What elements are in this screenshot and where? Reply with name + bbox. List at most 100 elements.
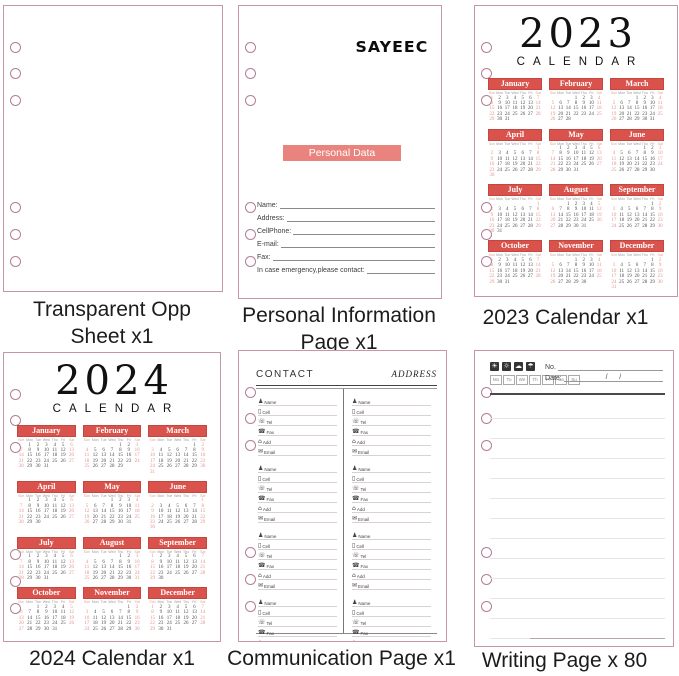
- binder-hole: [245, 256, 256, 267]
- day-cell: 16: [642, 106, 648, 112]
- fax-icon: ☎: [258, 629, 266, 636]
- day-cell: 28: [535, 274, 541, 280]
- day-header: Thu: [519, 253, 526, 258]
- day-cell: 15: [535, 156, 541, 162]
- address-icon: ⌂: [352, 572, 356, 579]
- day-header: Tue: [504, 91, 511, 95]
- contact-row: ♟ Name: [258, 463, 337, 473]
- day-cell: 29: [35, 626, 41, 632]
- month-grid: Sun Mon Tue Wed Thu Fri Sat 1 2 3 4 5 6 7 8 9 10 11 12 13 14…: [17, 600, 76, 632]
- month-title: June: [610, 128, 664, 141]
- day-cell: 29: [535, 223, 541, 229]
- day-cell: 9: [36, 503, 40, 509]
- day-cell: 10: [166, 559, 172, 565]
- contact-row-label: Add: [262, 440, 271, 445]
- contact-row-label: Tel: [266, 621, 273, 626]
- ruled-line: [490, 419, 665, 439]
- day-cell: 30: [489, 173, 495, 179]
- day-cell: 10: [657, 151, 663, 157]
- email-icon: ✉: [258, 448, 264, 455]
- day-cell: 22: [27, 570, 33, 576]
- day-cell: 9: [490, 212, 494, 218]
- day-cell: 10: [134, 447, 140, 453]
- day-cell: 26: [183, 570, 189, 576]
- day-cell: 21: [642, 218, 648, 224]
- day-cell: 30: [35, 464, 41, 470]
- contact-label: CONTACT: [256, 369, 315, 380]
- calendar-2024-page: 2024 CALENDAR January Sun Mon Tue Wed Thu Fri S…: [3, 352, 221, 642]
- day-header: Mon: [618, 141, 625, 146]
- day-header: Thu: [117, 493, 124, 498]
- day-cell: 20: [520, 162, 526, 168]
- day-header: Wed: [633, 141, 641, 146]
- month-june: June Sun Mon Tue Wed Thu Fri Sat 1 2 3 4 5 6 7 8 9 10 11 12…: [148, 480, 207, 531]
- day-header: Thu: [183, 493, 190, 498]
- contact-row: ⌂Add: [258, 436, 337, 446]
- contact-row: ☎ Fax: [352, 627, 431, 637]
- sun-cloud-icon: ☼: [502, 362, 511, 371]
- contact-row-label: Email: [358, 450, 370, 455]
- caption-calendar-2024: 2024 Calendar x1: [0, 645, 224, 672]
- day-cell: 3: [658, 146, 662, 152]
- day-header: Sat: [200, 600, 206, 605]
- day-cell: 1: [643, 146, 646, 152]
- month-december: December Sun Mon Tue Wed Thu Fri Sat 1 2 3 4 5 6 7 8 9 10…: [610, 240, 664, 290]
- day-header: Sat: [68, 549, 75, 554]
- day-cell: 12: [626, 268, 632, 274]
- day-cell: 23: [158, 570, 164, 576]
- day-header: Wed: [108, 549, 116, 554]
- contact-row: ☎ Fax: [258, 493, 337, 503]
- month-title: May: [82, 480, 142, 493]
- month-december: December Sun Mon Tue Wed Thu Fri Sat 1 2 3 4 5 6 7 8 9 10…: [148, 587, 207, 632]
- contact-row-label: Cell: [262, 544, 271, 549]
- day-cell: 6: [184, 503, 188, 509]
- contact-row: ⌂Add: [352, 503, 431, 513]
- fax-icon: ☎: [352, 629, 360, 636]
- day-header: Wed: [511, 197, 519, 202]
- day-cell: 29: [649, 279, 655, 285]
- binder-hole: [481, 574, 492, 585]
- day-header: Thu: [117, 438, 124, 442]
- day-cell: 9: [119, 503, 122, 509]
- day-header: Tue: [166, 493, 173, 498]
- day-cell: 10: [611, 268, 617, 274]
- ruled-lines: [490, 399, 665, 639]
- day-cell: 18: [92, 621, 98, 627]
- day-cell: 29: [642, 167, 648, 173]
- day-cell: 25: [504, 223, 510, 229]
- contact-row-label: Add: [356, 507, 365, 512]
- field-label: In case emergency,please contact:: [257, 267, 365, 274]
- day-cell: 22: [126, 621, 132, 627]
- day-cell: 13: [626, 156, 632, 162]
- day-cell: 19: [626, 274, 632, 280]
- day-cell: 3: [135, 554, 139, 560]
- day-cell: 19: [60, 453, 66, 459]
- day-cell: 11: [596, 100, 602, 106]
- day-cell: 14: [200, 559, 206, 565]
- day-header: Mon: [496, 141, 503, 146]
- day-cell: 4: [168, 503, 171, 509]
- contact-block: ♟Name▯Cell☏Tel☎Fax⌂Add✉Email: [258, 530, 337, 590]
- day-cell: 13: [527, 100, 533, 106]
- contact-row: ♟ Name: [352, 530, 431, 540]
- day-header: Wed: [42, 438, 50, 442]
- day-cell: 5: [551, 263, 555, 269]
- day-cell: 30: [573, 223, 579, 229]
- contact-block: ♟Name▯Cell☏Tel☎Fax⌂Add✉Email: [258, 463, 337, 523]
- weekday-box: Th: [529, 375, 541, 385]
- binder-hole: [245, 95, 256, 106]
- day-cell: 3: [498, 151, 501, 157]
- day-cell: 3: [45, 442, 48, 448]
- day-cell: 18: [166, 514, 172, 520]
- ruled-line: [490, 399, 665, 419]
- day-cell: 31: [150, 469, 156, 475]
- day-cell: 13: [101, 453, 107, 459]
- day-cell: 12: [60, 503, 66, 509]
- day-cell: 13: [558, 268, 564, 274]
- day-cell: 18: [158, 458, 164, 464]
- caption-line: Page x1: [300, 331, 378, 354]
- contact-block: ♟Name▯Cell☏Tel☎Fax⌂Add✉Email: [352, 396, 431, 456]
- caption-line: Transparent Opp: [33, 298, 191, 321]
- day-cell: 5: [628, 263, 631, 269]
- day-cell: 4: [135, 498, 139, 504]
